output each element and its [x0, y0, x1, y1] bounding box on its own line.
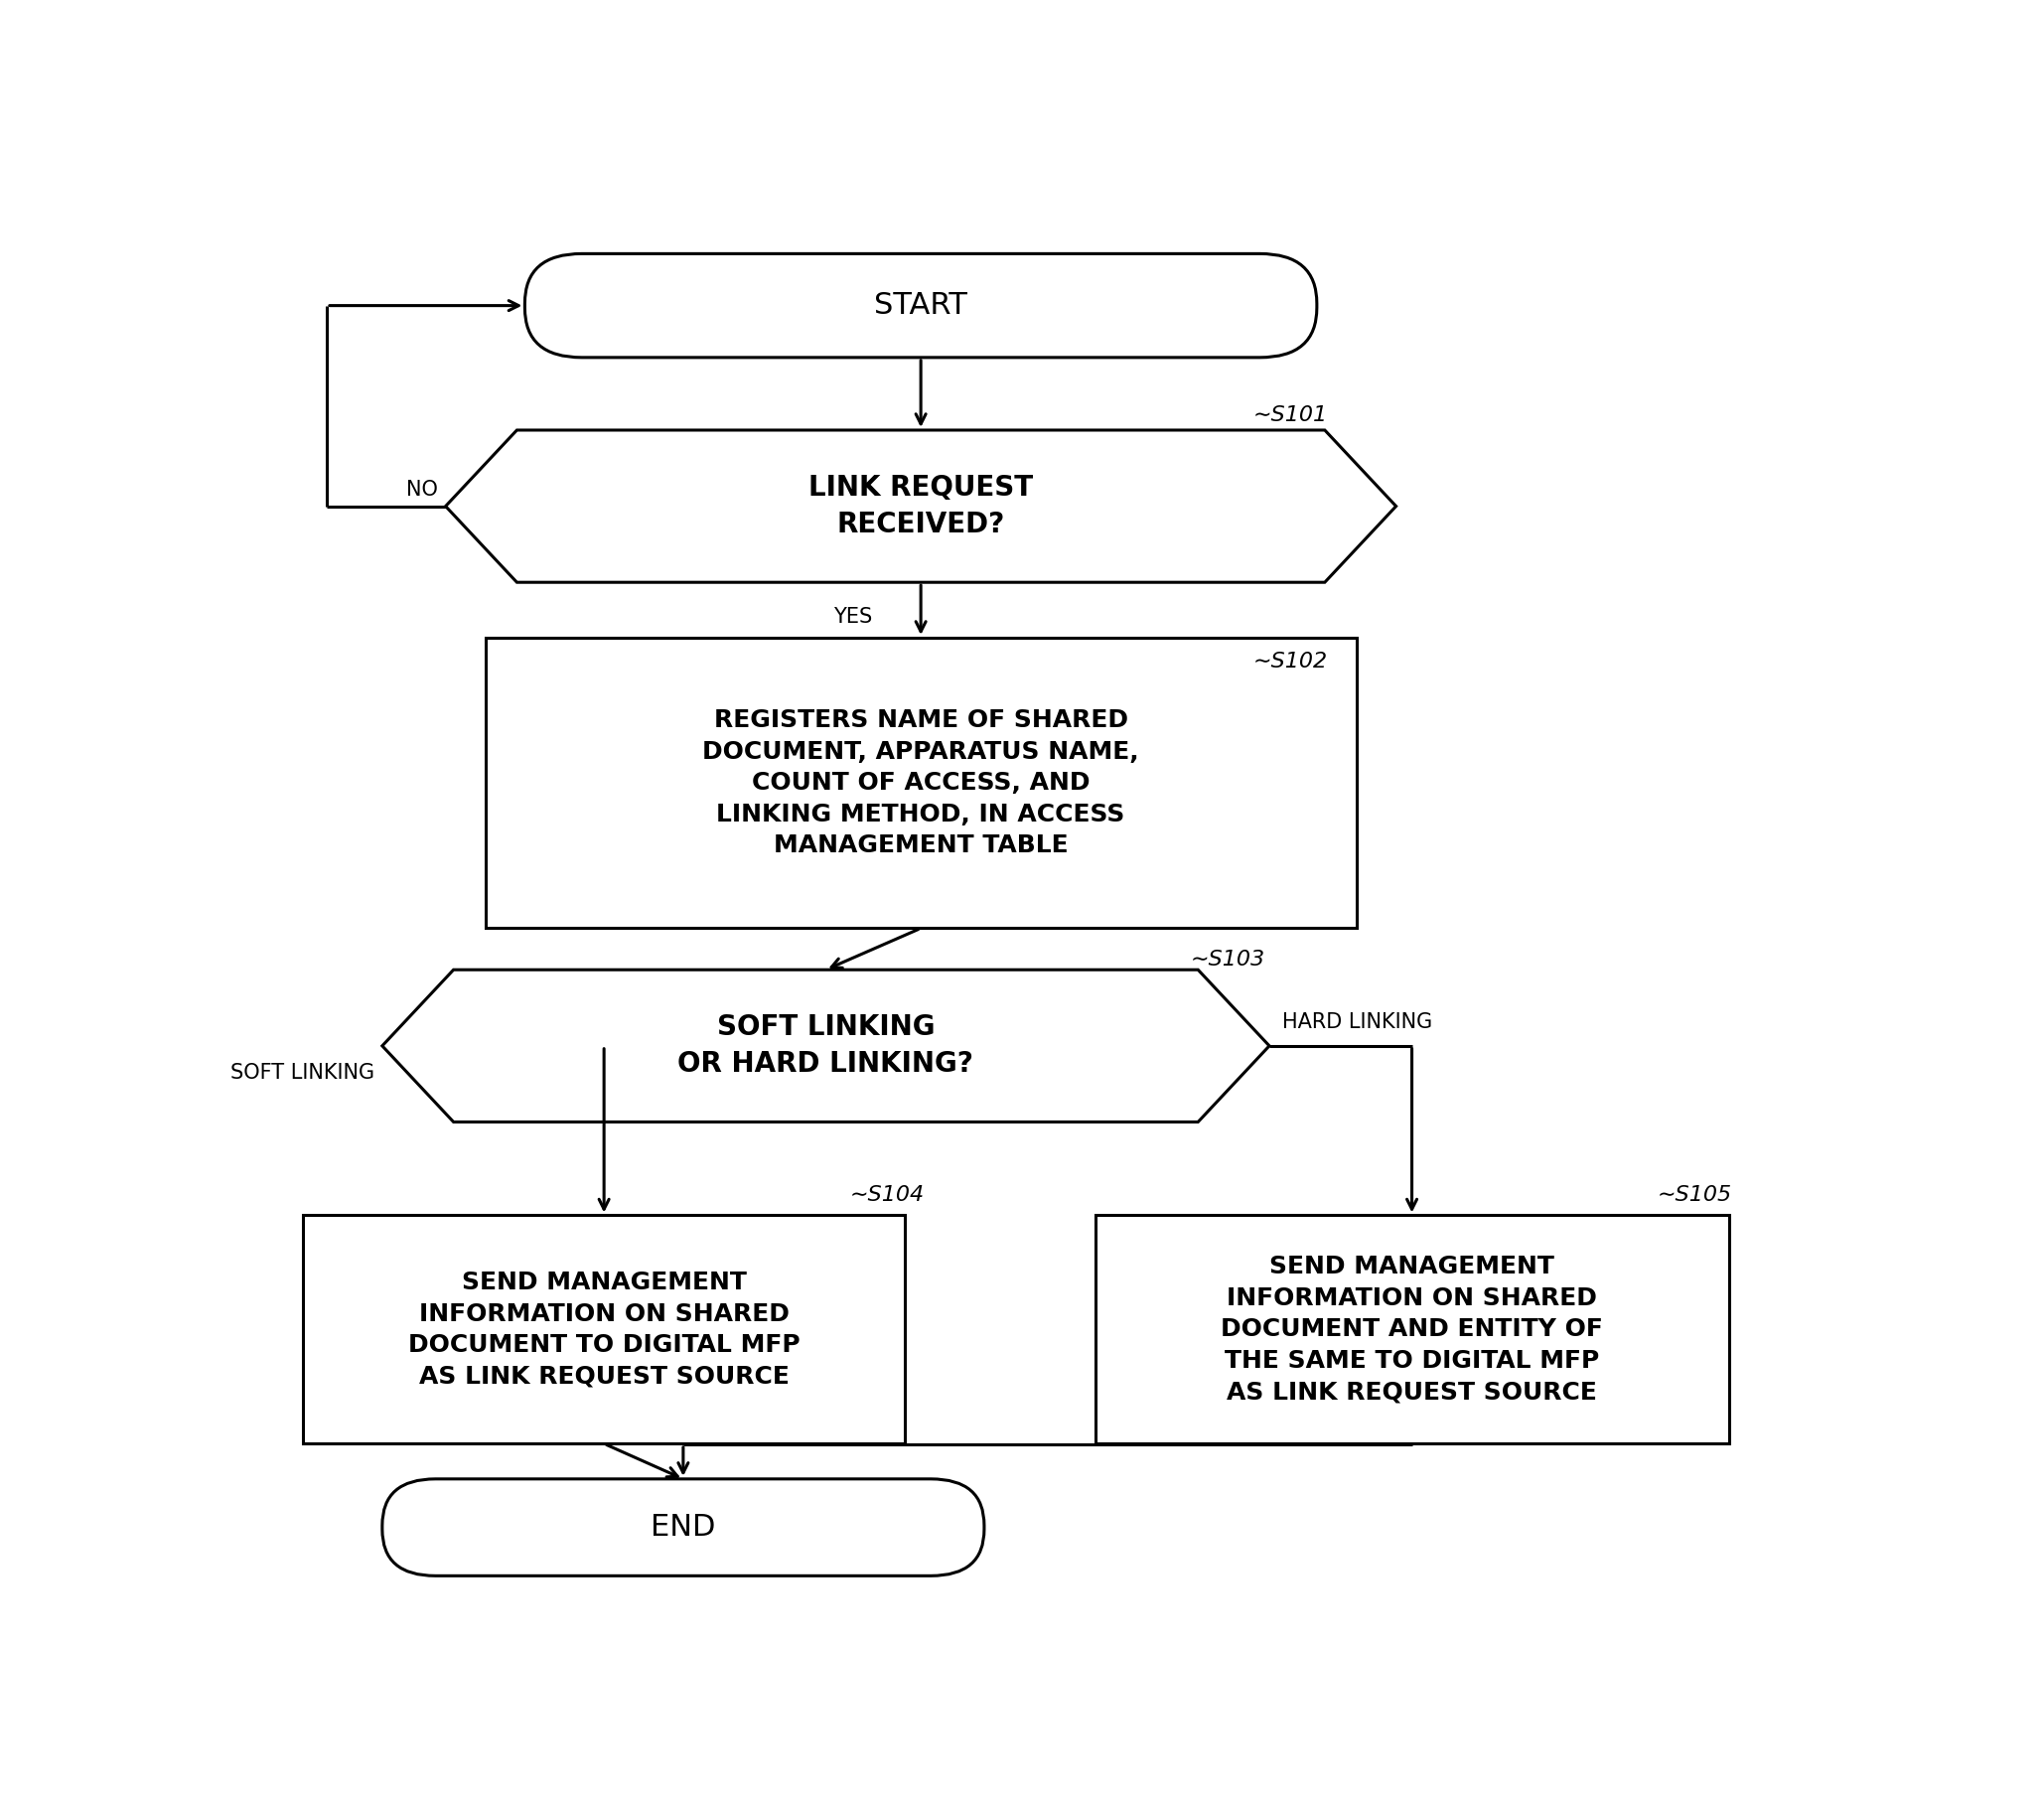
Text: SEND MANAGEMENT
INFORMATION ON SHARED
DOCUMENT TO DIGITAL MFP
AS LINK REQUEST SO: SEND MANAGEMENT INFORMATION ON SHARED DO… — [409, 1270, 799, 1389]
Text: ∼S103: ∼S103 — [1190, 951, 1265, 970]
Text: ∼S102: ∼S102 — [1253, 651, 1329, 670]
FancyBboxPatch shape — [525, 253, 1316, 358]
Text: ∼S104: ∼S104 — [850, 1186, 924, 1206]
FancyBboxPatch shape — [1096, 1215, 1729, 1443]
FancyBboxPatch shape — [484, 638, 1357, 929]
Text: END: END — [650, 1513, 715, 1542]
Text: ∼S101: ∼S101 — [1253, 404, 1329, 424]
Polygon shape — [446, 429, 1396, 582]
Text: YES: YES — [834, 607, 873, 627]
FancyBboxPatch shape — [303, 1215, 905, 1443]
Text: NO: NO — [407, 480, 437, 500]
Text: SOFT LINKING
OR HARD LINKING?: SOFT LINKING OR HARD LINKING? — [679, 1014, 973, 1078]
Text: SOFT LINKING: SOFT LINKING — [231, 1062, 374, 1082]
Text: START: START — [875, 291, 967, 320]
Text: SEND MANAGEMENT
INFORMATION ON SHARED
DOCUMENT AND ENTITY OF
THE SAME TO DIGITAL: SEND MANAGEMENT INFORMATION ON SHARED DO… — [1220, 1254, 1602, 1403]
Text: ∼S105: ∼S105 — [1658, 1186, 1731, 1206]
Text: HARD LINKING: HARD LINKING — [1282, 1012, 1433, 1031]
Polygon shape — [382, 970, 1269, 1121]
FancyBboxPatch shape — [382, 1479, 985, 1576]
Text: LINK REQUEST
RECEIVED?: LINK REQUEST RECEIVED? — [809, 474, 1032, 539]
Text: REGISTERS NAME OF SHARED
DOCUMENT, APPARATUS NAME,
COUNT OF ACCESS, AND
LINKING : REGISTERS NAME OF SHARED DOCUMENT, APPAR… — [703, 708, 1139, 857]
